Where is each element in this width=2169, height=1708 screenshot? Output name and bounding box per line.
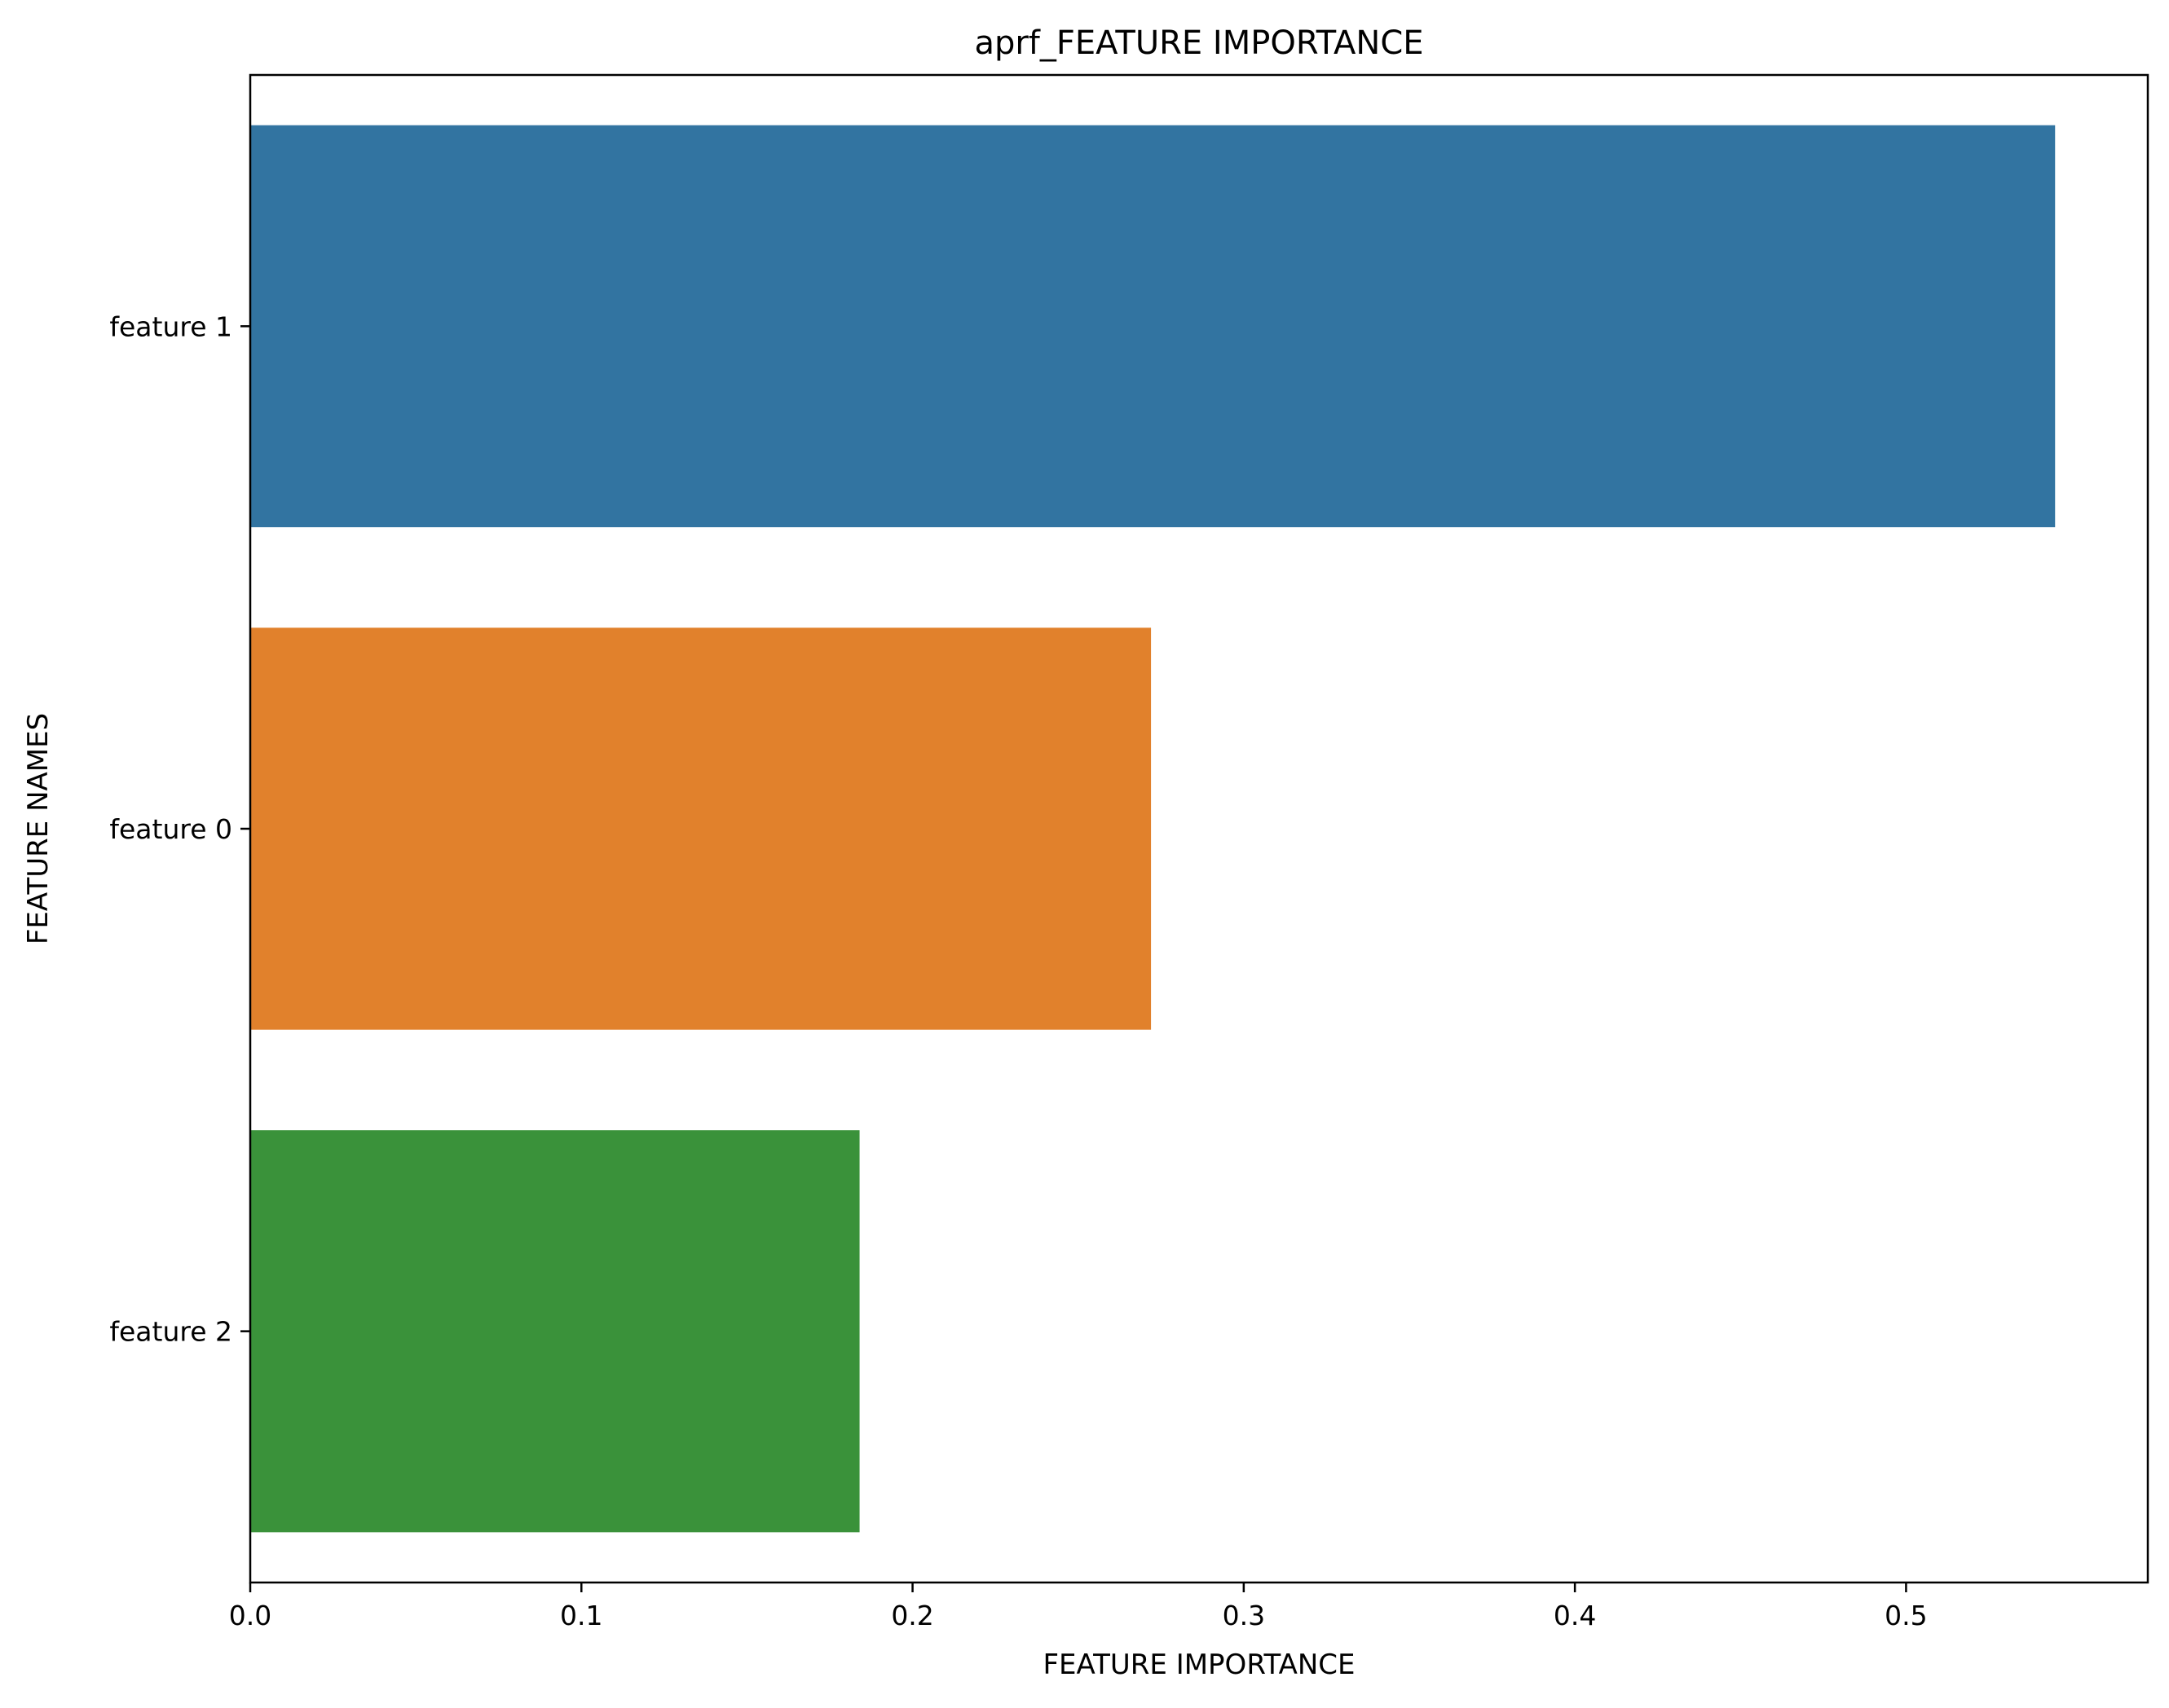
y-tick-label: feature 1 — [109, 310, 232, 342]
x-tick-label: 0.2 — [891, 1600, 933, 1631]
x-tick-label: 0.3 — [1223, 1600, 1265, 1631]
y-tick-label: feature 0 — [109, 813, 232, 845]
chart-title: aprf_FEATURE IMPORTANCE — [974, 24, 1423, 62]
x-tick-label: 0.5 — [1885, 1600, 1927, 1631]
x-axis-ticks: 0.0 0.1 0.2 0.3 0.4 0.5 — [229, 1583, 1928, 1631]
x-axis-label: FEATURE IMPORTANCE — [1043, 1649, 1355, 1681]
bar-feature-2 — [250, 1130, 860, 1533]
plot-frame — [249, 73, 2149, 1584]
bar-feature-0 — [250, 627, 1152, 1030]
y-axis-label: FEATURE NAMES — [22, 713, 55, 944]
bars-group — [250, 125, 2056, 1533]
x-tick-label: 0.1 — [560, 1600, 602, 1631]
bar-feature-1 — [250, 125, 2056, 527]
x-tick-label: 0.4 — [1554, 1600, 1596, 1631]
x-tick-label: 0.0 — [229, 1600, 271, 1631]
y-tick-label: feature 2 — [109, 1316, 232, 1348]
y-axis-ticks: feature 1 feature 0 feature 2 — [109, 310, 250, 1348]
